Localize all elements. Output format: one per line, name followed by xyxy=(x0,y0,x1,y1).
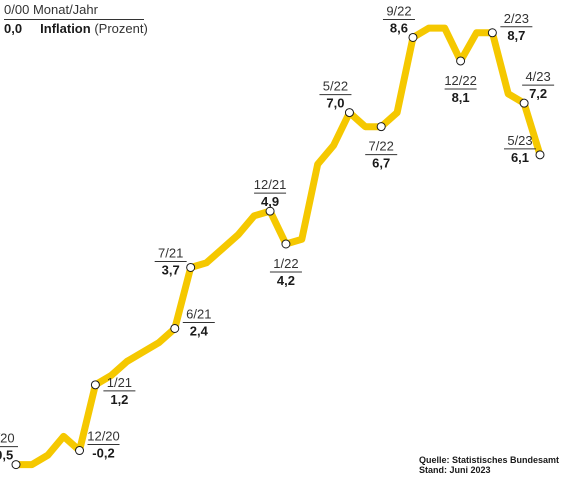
point-value-label: 8,1 xyxy=(452,90,470,105)
data-point-marker xyxy=(281,239,291,249)
data-point-marker xyxy=(408,32,418,42)
data-point-marker xyxy=(90,380,100,390)
legend-divider xyxy=(4,19,144,20)
point-value-label: -0,5 xyxy=(0,448,13,463)
legend-value-unit: (Prozent) xyxy=(94,21,148,36)
data-point-marker xyxy=(456,56,466,66)
point-value-label: 6,1 xyxy=(511,150,529,165)
data-point-marker xyxy=(535,150,545,160)
point-month-label: 12/21 xyxy=(254,177,287,192)
data-point-marker xyxy=(186,262,196,272)
point-value-label: 7,2 xyxy=(529,86,547,101)
data-point-marker xyxy=(376,122,386,132)
status-line: Stand: Juni 2023 xyxy=(419,465,491,475)
data-point-marker xyxy=(519,98,529,108)
point-month-label: 8/20 xyxy=(0,431,15,446)
point-month-label: 7/21 xyxy=(158,245,183,260)
point-month-label: 5/22 xyxy=(323,79,348,94)
legend-value-sample: 0,0 xyxy=(4,21,23,36)
annotation-group: 8/20 -0,5 12/20 -0,2 1/21 1,2 6/21 2,4 7/21 3,7 12… xyxy=(0,3,555,463)
legend-key-label: Monat/Jahr xyxy=(32,2,98,17)
data-point-marker xyxy=(344,108,354,118)
data-point-marker xyxy=(11,460,21,470)
point-value-label: 4,2 xyxy=(277,273,295,288)
point-value-label: -0,2 xyxy=(92,446,114,461)
point-month-label: 1/21 xyxy=(107,375,132,390)
point-month-label: 2/23 xyxy=(504,11,529,26)
legend: 0/00 Monat/Jahr 0,0 Inflation (Prozent) xyxy=(4,2,148,37)
point-value-label: 2,4 xyxy=(190,323,209,338)
point-value-label: 8,7 xyxy=(507,28,525,43)
data-point-marker xyxy=(170,323,180,333)
point-month-label: 1/22 xyxy=(273,256,298,271)
data-point-marker xyxy=(265,206,275,216)
inflation-series-line xyxy=(12,24,544,469)
point-month-label: 12/22 xyxy=(444,73,477,88)
point-value-label: 6,7 xyxy=(372,156,390,171)
point-month-label: 4/23 xyxy=(525,69,550,84)
point-value-label: 1,2 xyxy=(110,392,128,407)
source-note: Quelle: Statistisches Bundesamt Stand: J… xyxy=(419,455,559,475)
source-line: Quelle: Statistisches Bundesamt xyxy=(419,455,560,465)
point-month-label: 5/23 xyxy=(507,133,532,148)
point-month-label: 12/20 xyxy=(87,429,120,444)
point-month-label: 7/22 xyxy=(369,139,394,154)
data-point-marker xyxy=(75,446,85,456)
data-point-marker xyxy=(487,28,497,38)
point-value-label: 4,9 xyxy=(261,194,279,209)
point-value-label: 3,7 xyxy=(162,262,180,277)
marker-group xyxy=(11,28,545,470)
legend-key-sample: 0/00 xyxy=(4,2,30,17)
legend-value-label: Inflation xyxy=(40,21,91,36)
point-value-label: 7,0 xyxy=(326,96,344,111)
point-month-label: 6/21 xyxy=(186,306,211,321)
point-value-label: 8,6 xyxy=(390,20,408,35)
point-month-label: 9/22 xyxy=(386,3,411,18)
